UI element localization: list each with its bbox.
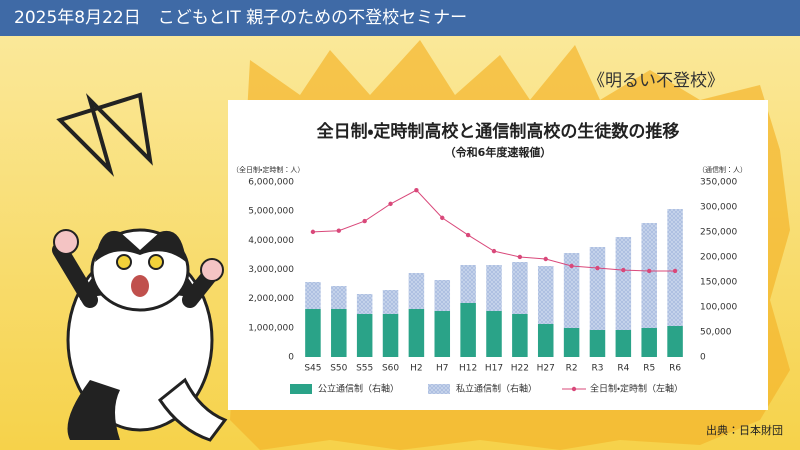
- line-point: [440, 215, 445, 221]
- header-title: 2025年8月22日 こどもとIT 親子のための不登校セミナー: [0, 0, 800, 36]
- line-point: [465, 232, 471, 238]
- line-point: [569, 263, 574, 269]
- bar-segment: [641, 328, 657, 357]
- bar-segment: [615, 330, 632, 357]
- bar-segment: [305, 282, 321, 309]
- legend-swatch: [290, 384, 312, 394]
- bar-segment: [460, 265, 476, 303]
- y-axis-label: （全日制・定時制：人）: [232, 165, 304, 174]
- x-tick-label: H7: [436, 364, 449, 374]
- y2-tick-label: 300,000: [700, 203, 737, 213]
- shout-lines: [56, 92, 153, 177]
- y-tick-label: 5,000,000: [248, 207, 294, 217]
- tagline: 《明るい不登校》: [588, 71, 724, 91]
- bar-segment: [537, 266, 554, 324]
- line-point: [595, 265, 600, 271]
- x-tick-label: R2: [566, 364, 578, 374]
- bar-segment: [408, 309, 425, 357]
- bar-segment: [486, 265, 502, 311]
- bar-segment: [356, 294, 373, 314]
- line-point: [362, 218, 367, 224]
- bar-segment: [382, 290, 399, 314]
- bar-segment: [641, 223, 657, 328]
- y2-tick-label: 50,000: [700, 328, 732, 338]
- chart-subtitle: （令和6年度速報値）: [445, 145, 552, 159]
- x-tick-label: R5: [643, 364, 655, 374]
- bar-segment: [331, 309, 347, 357]
- legend-label: 全日制・定時制（左軸）: [590, 383, 683, 395]
- x-tick-label: R3: [591, 364, 603, 374]
- legend-label: 私立通信制（右軸）: [456, 383, 537, 395]
- legend-swatch: [571, 386, 577, 392]
- x-tick-label: R4: [617, 364, 629, 374]
- bar-segment: [512, 262, 528, 314]
- y-tick-label: 1,000,000: [248, 323, 294, 333]
- x-tick-label: S45: [304, 364, 321, 374]
- legend-swatch: [428, 384, 450, 394]
- line-point: [672, 268, 678, 274]
- source-note: 出典：日本財団: [706, 424, 783, 437]
- x-tick-label: S60: [382, 364, 399, 374]
- y-tick-label: 6,000,000: [248, 178, 294, 188]
- y2-tick-label: 100,000: [700, 303, 737, 313]
- line-point: [388, 201, 393, 207]
- x-tick-label: H12: [459, 364, 477, 374]
- bar-segment: [434, 311, 451, 357]
- x-tick-label: R6: [669, 364, 681, 374]
- x-tick-label: S50: [330, 364, 347, 374]
- line-point: [647, 268, 652, 274]
- line-point: [491, 248, 497, 254]
- line-point: [517, 254, 523, 260]
- x-tick-label: S55: [356, 364, 373, 374]
- y-tick-label: 2,000,000: [248, 294, 294, 304]
- line-point: [414, 187, 419, 193]
- bar-segment: [382, 314, 399, 357]
- y-tick-label: 4,000,000: [248, 236, 294, 246]
- line-point: [336, 228, 341, 233]
- y2-tick-label: 250,000: [700, 228, 737, 238]
- x-tick-label: H2: [410, 364, 423, 374]
- bar-segment: [563, 253, 580, 328]
- bar-segment: [460, 303, 476, 357]
- y2-tick-label: 0: [700, 353, 706, 363]
- bar-segment: [356, 314, 373, 357]
- bar-segment: [615, 237, 632, 330]
- legend-label: 公立通信制（右軸）: [318, 383, 399, 395]
- y2-tick-label: 150,000: [700, 278, 737, 288]
- bar-segment: [537, 324, 554, 357]
- y2-tick-label: 200,000: [700, 253, 737, 263]
- bar-segment: [667, 326, 683, 357]
- bar-segment: [305, 309, 321, 357]
- bar-segment: [667, 209, 683, 326]
- cat-illustration: [52, 228, 228, 442]
- y-tick-label: 3,000,000: [248, 265, 294, 275]
- line-point: [543, 256, 548, 262]
- bar-segment: [486, 311, 502, 357]
- bar-segment: [408, 273, 425, 309]
- line-point: [621, 267, 626, 273]
- y2-tick-label: 350,000: [700, 178, 737, 188]
- line-point: [310, 229, 316, 235]
- x-tick-label: H17: [485, 364, 503, 374]
- y2-axis-label: （通信制：人）: [698, 165, 747, 174]
- bar-segment: [589, 247, 606, 330]
- bar-segment: [331, 286, 347, 309]
- bar-segment: [589, 330, 606, 357]
- chart: 全日制・定時制高校と通信制高校の生徒数の推移 （令和6年度速報値） （全日制・定…: [232, 121, 747, 395]
- bar-segment: [563, 328, 580, 357]
- y-tick-label: 0: [288, 353, 294, 363]
- bar-segment: [434, 280, 451, 311]
- x-tick-label: H27: [537, 364, 555, 374]
- bar-segment: [512, 314, 528, 357]
- chart-title: 全日制・定時制高校と通信制高校の生徒数の推移: [317, 121, 680, 142]
- x-tick-label: H22: [511, 364, 529, 374]
